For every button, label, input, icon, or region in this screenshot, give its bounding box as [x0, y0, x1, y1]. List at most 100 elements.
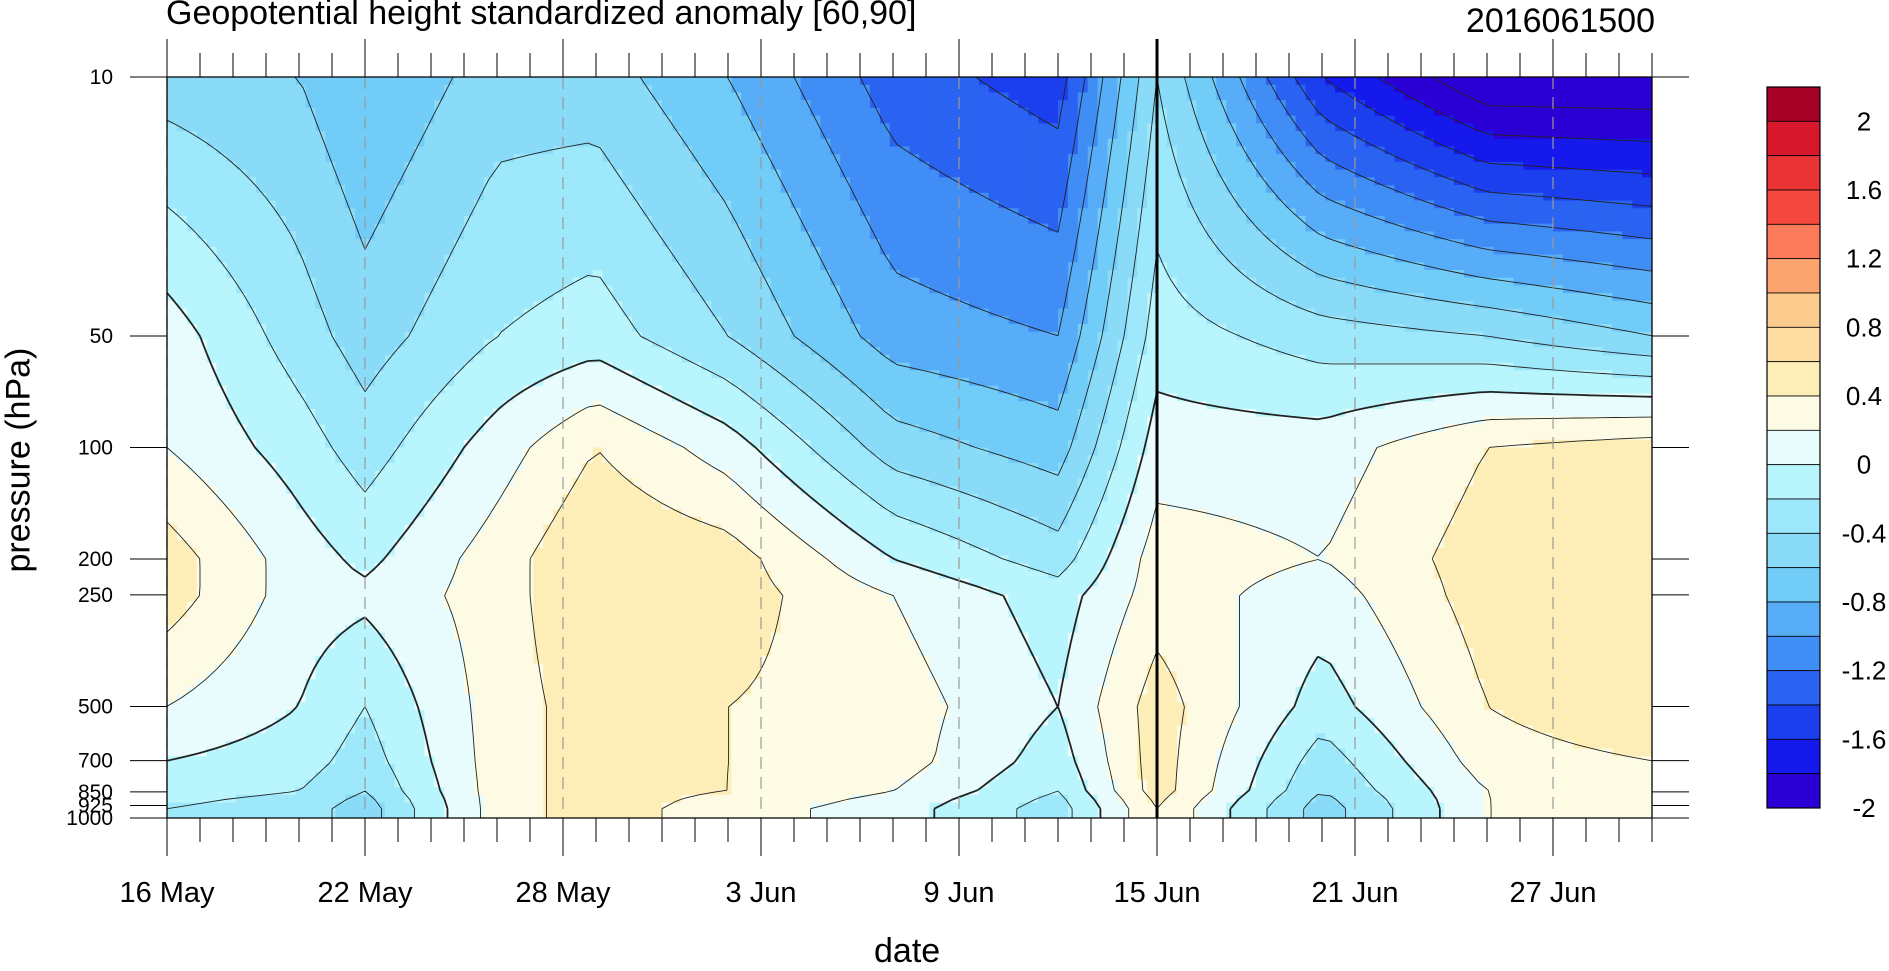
field-cell — [1295, 262, 1307, 271]
field-cell — [1315, 154, 1326, 163]
field-cell — [711, 324, 722, 333]
field-cell — [721, 138, 732, 148]
field-cell — [315, 316, 326, 325]
field-cell — [483, 123, 495, 132]
field-cell — [1384, 100, 1396, 109]
field-cell — [879, 131, 891, 140]
field-cell — [968, 84, 980, 94]
field-cell — [533, 154, 544, 163]
field-cell — [167, 239, 178, 248]
field-cell — [741, 208, 752, 217]
field-cell — [335, 231, 346, 240]
field-cell — [1374, 185, 1386, 194]
field-cell — [1513, 208, 1524, 217]
field-cell — [701, 293, 713, 302]
field-cell — [384, 308, 396, 317]
field-cell — [176, 154, 188, 163]
field-cell — [1077, 239, 1089, 248]
field-cell — [236, 246, 247, 256]
field-cell — [1602, 84, 1613, 94]
field-cell — [731, 200, 742, 209]
field-cell — [315, 231, 326, 240]
field-cell — [1107, 161, 1118, 171]
field-cell — [662, 308, 673, 317]
field-cell — [1028, 277, 1039, 287]
field-cell — [988, 308, 1000, 317]
field-cell — [1275, 107, 1287, 117]
field-cell — [1176, 316, 1188, 325]
field-cell — [1087, 254, 1099, 263]
field-cell — [1523, 285, 1534, 294]
field-cell — [1424, 107, 1435, 117]
field-cell — [275, 277, 287, 287]
field-cell — [1553, 84, 1564, 94]
field-cell — [1196, 254, 1208, 263]
field-cell — [751, 146, 762, 155]
field-cell — [167, 115, 178, 124]
field-cell — [949, 161, 960, 171]
field-cell — [869, 161, 881, 171]
field-cell — [1602, 285, 1613, 294]
field-cell — [830, 246, 841, 256]
field-cell — [1533, 131, 1544, 140]
field-cell — [919, 123, 930, 132]
field-cell — [543, 277, 554, 287]
field-cell — [1394, 215, 1406, 225]
field-cell — [1345, 324, 1356, 333]
field-cell — [1166, 100, 1178, 109]
field-cell — [335, 84, 346, 94]
field-cell — [770, 161, 782, 171]
field-cell — [355, 146, 366, 155]
field-cell — [1315, 246, 1326, 256]
field-cell — [355, 223, 366, 232]
field-cell — [1454, 223, 1465, 232]
field-cell — [731, 246, 742, 256]
field-cell — [523, 131, 534, 140]
field-cell — [1097, 285, 1109, 294]
field-cell — [1008, 254, 1019, 263]
field-cell — [998, 92, 1010, 101]
field-cell — [1285, 115, 1297, 124]
field-cell — [592, 77, 604, 86]
field-cell — [929, 308, 940, 317]
field-cell — [1265, 92, 1277, 101]
field-cell — [780, 246, 792, 256]
field-cell — [365, 92, 376, 101]
field-cell — [1236, 231, 1247, 240]
field-cell — [1256, 246, 1267, 256]
field-cell — [1602, 269, 1613, 279]
field-cell — [355, 177, 366, 186]
field-cell — [761, 131, 772, 140]
field-cell — [275, 177, 287, 186]
field-cell — [1028, 246, 1039, 256]
field-cell — [216, 200, 227, 209]
field-cell — [355, 246, 366, 256]
field-cell — [919, 262, 930, 271]
field-cell — [246, 324, 257, 333]
field-cell — [206, 107, 218, 117]
field-cell — [642, 254, 653, 263]
field-cell — [1226, 77, 1237, 86]
field-cell — [1622, 300, 1633, 310]
field-cell — [1166, 300, 1178, 310]
field-cell — [454, 223, 465, 232]
field-cell — [424, 293, 435, 302]
field-cell — [701, 92, 713, 101]
field-cell — [384, 146, 396, 155]
field-cell — [652, 131, 663, 140]
field-cell — [1384, 123, 1396, 132]
field-cell — [1632, 300, 1643, 310]
field-cell — [572, 161, 584, 171]
field-cell — [1612, 169, 1623, 178]
field-cell — [1077, 138, 1089, 148]
field-cell — [959, 131, 970, 140]
field-cell — [1642, 161, 1652, 171]
field-cell — [1038, 92, 1049, 101]
field-cell — [1602, 239, 1613, 248]
field-cell — [295, 92, 307, 101]
field-cell — [642, 107, 653, 117]
field-cell — [909, 231, 920, 240]
field-cell — [1186, 77, 1198, 86]
field-cell — [1424, 100, 1435, 109]
field-cell — [503, 146, 515, 155]
